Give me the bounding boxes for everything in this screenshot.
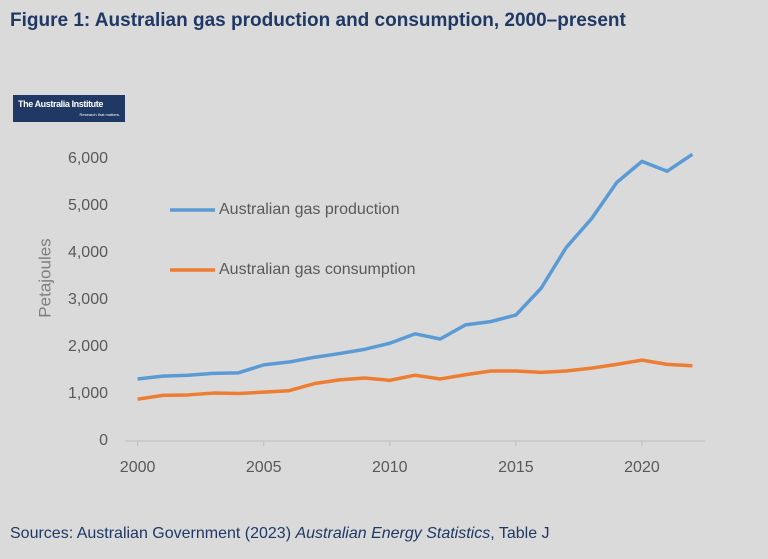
source-publication: Australian Energy Statistics [295, 525, 491, 542]
x-tick-label: 2000 [120, 459, 156, 476]
logo-tagline: Research that matters. [79, 112, 120, 117]
y-tick-label: 5,000 [68, 197, 108, 214]
source-suffix: , Table J [490, 525, 550, 542]
x-tick-label: 2005 [246, 459, 282, 476]
y-axis-label: Petajoules [35, 238, 54, 317]
legend-label: Australian gas production [219, 201, 400, 218]
y-tick-label: 1,000 [68, 385, 108, 402]
y-tick-label: 6,000 [68, 150, 108, 167]
series-line [137, 152, 694, 381]
x-tick-label: 2010 [372, 459, 408, 476]
x-tick-label: 2015 [498, 459, 534, 476]
series-line [137, 358, 693, 401]
x-tick-label: 2020 [624, 459, 660, 476]
chart-title: Figure 1: Australian gas production and … [10, 10, 626, 31]
legend-label: Australian gas consumption [219, 261, 416, 278]
y-tick-label: 0 [99, 432, 108, 449]
source: Sources: Australian Government (2023) Au… [10, 525, 550, 543]
logo: The Australia Institute Research that ma… [13, 95, 125, 122]
y-tick-label: 2,000 [68, 338, 108, 355]
y-tick-label: 3,000 [68, 291, 108, 308]
logo-name: The Australia Institute [18, 99, 103, 109]
source-prefix: Sources: Australian Government (2023) [10, 525, 296, 542]
y-tick-label: 4,000 [68, 244, 108, 261]
